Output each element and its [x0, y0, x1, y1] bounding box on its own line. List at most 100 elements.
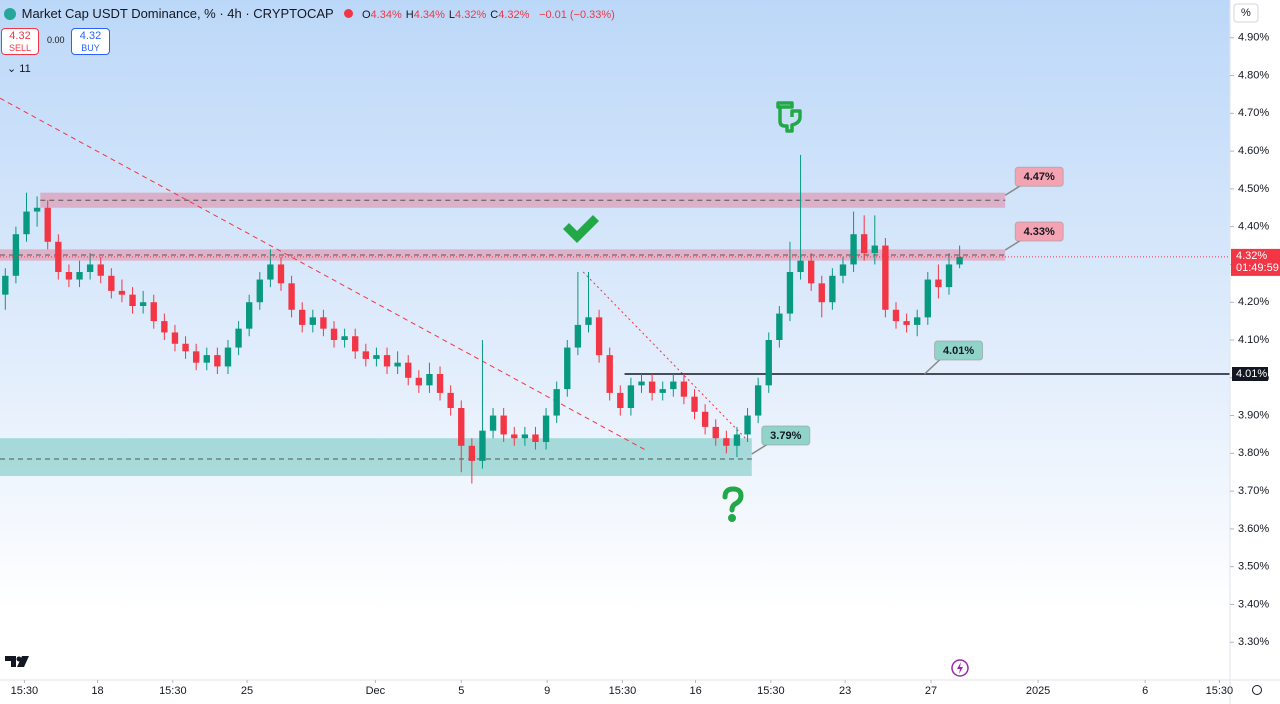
- plot-layer: [0, 97, 1230, 484]
- y-tick-label: 4.90%: [1238, 32, 1269, 44]
- candle-body: [712, 426, 719, 439]
- callout-box: [934, 340, 984, 361]
- y-tick-label: 3.80%: [1238, 447, 1269, 459]
- candle-body: [818, 283, 825, 303]
- candle-body: [638, 381, 645, 386]
- y-tick-label: 4.50%: [1238, 183, 1269, 195]
- candle-body: [256, 279, 263, 303]
- candle-body: [55, 241, 62, 272]
- callout-box: [1014, 221, 1064, 242]
- x-tick-label: 15:30: [159, 685, 187, 697]
- sell-button[interactable]: 4.32 SELL: [1, 28, 39, 55]
- candle-body: [648, 381, 656, 393]
- x-tick-label: 2025: [1026, 685, 1050, 697]
- candle-body: [489, 415, 497, 431]
- x-tick-label: 15:30: [1206, 685, 1234, 697]
- y-tick-label: 3.30%: [1238, 636, 1269, 648]
- candle-body: [723, 438, 730, 446]
- candle-body: [139, 302, 147, 306]
- candle-body: [691, 396, 698, 412]
- candle-body: [426, 374, 433, 386]
- ohlc-value: 4.34%: [370, 9, 402, 21]
- zone: [40, 192, 1006, 208]
- candle-body: [754, 385, 762, 416]
- callout-label: 3.79%: [770, 430, 801, 442]
- y-tick-label: 4.10%: [1238, 334, 1269, 346]
- trend-line: [582, 271, 746, 439]
- candle-body: [574, 324, 582, 348]
- level-axis-box: [1232, 367, 1268, 381]
- indicator-count: 11: [19, 63, 31, 75]
- candle-body: [277, 264, 285, 284]
- last-price-label: 4.32%: [1236, 250, 1267, 262]
- ohlc-value: 4.32%: [455, 9, 487, 21]
- candle-body: [214, 355, 221, 367]
- candle-body: [192, 351, 200, 363]
- candle-body: [76, 272, 83, 280]
- candle-body: [542, 415, 550, 442]
- candle-body: [97, 264, 104, 276]
- question-icon: [722, 486, 744, 522]
- replay-icon[interactable]: [951, 659, 969, 677]
- candle-body: [553, 389, 560, 416]
- candle-body: [65, 272, 73, 280]
- candle-body: [150, 302, 157, 322]
- x-tick-label: 9: [544, 685, 550, 697]
- candle-body: [288, 283, 295, 310]
- candle-body: [203, 355, 210, 363]
- price-axis: [1230, 0, 1280, 704]
- candle-body: [659, 389, 666, 393]
- level-axis-label: 4.01%: [1236, 368, 1267, 380]
- candle-body: [458, 408, 465, 446]
- candle-body: [903, 321, 910, 325]
- candle-body: [436, 374, 444, 393]
- x-tick-label: 15:30: [11, 685, 39, 697]
- candle-body: [797, 260, 804, 272]
- candle-body: [33, 207, 41, 212]
- candle-body: [309, 317, 316, 325]
- unit-box[interactable]: [1233, 3, 1259, 23]
- candle-body: [12, 234, 20, 276]
- sell-label: SELL: [8, 43, 32, 53]
- candle-body: [415, 377, 423, 386]
- candle-body: [23, 211, 30, 235]
- unit-label: %: [1241, 7, 1251, 19]
- zone: [0, 249, 1006, 261]
- indicators-toggle[interactable]: ⌄ 11: [7, 63, 31, 75]
- candle-body: [246, 302, 253, 329]
- candle-body: [118, 290, 126, 295]
- candle-body: [2, 275, 9, 295]
- y-tick-label: 4.40%: [1238, 221, 1269, 233]
- x-tick-label: 27: [925, 685, 937, 697]
- x-tick-label: 18: [91, 685, 103, 697]
- candle-body: [394, 362, 401, 367]
- x-tick-label: Dec: [366, 685, 386, 697]
- ohlc-key: L: [448, 9, 456, 21]
- candle-body: [267, 264, 274, 280]
- candle-body: [935, 279, 942, 288]
- callout-pointer: [1004, 239, 1022, 251]
- candle-body: [320, 317, 327, 329]
- candle-body: [235, 328, 242, 348]
- candle-body: [44, 207, 51, 242]
- settings-icon[interactable]: [1252, 685, 1262, 695]
- candle-body: [299, 309, 306, 325]
- callout-pointer: [751, 443, 769, 455]
- candle-body: [627, 385, 635, 408]
- y-tick-label: 4.80%: [1238, 69, 1269, 81]
- plot-background: [0, 0, 1230, 680]
- ohlc-value: 4.34%: [413, 9, 445, 21]
- candle-body: [564, 347, 571, 390]
- ohlc-key: H: [405, 9, 414, 21]
- candle-body: [914, 317, 921, 325]
- x-tick-label: 15:30: [609, 685, 637, 697]
- candle-body: [161, 321, 168, 333]
- candle-body: [511, 434, 518, 439]
- callout-pointer: [1004, 184, 1022, 196]
- candle-body: [882, 245, 889, 310]
- symbol-title[interactable]: Market Cap USDT Dominance, % · 4h · CRYP…: [21, 6, 334, 21]
- x-tick-label: 16: [689, 685, 701, 697]
- buy-button[interactable]: 4.32 BUY: [71, 28, 110, 55]
- y-tick-label: 3.40%: [1238, 598, 1269, 610]
